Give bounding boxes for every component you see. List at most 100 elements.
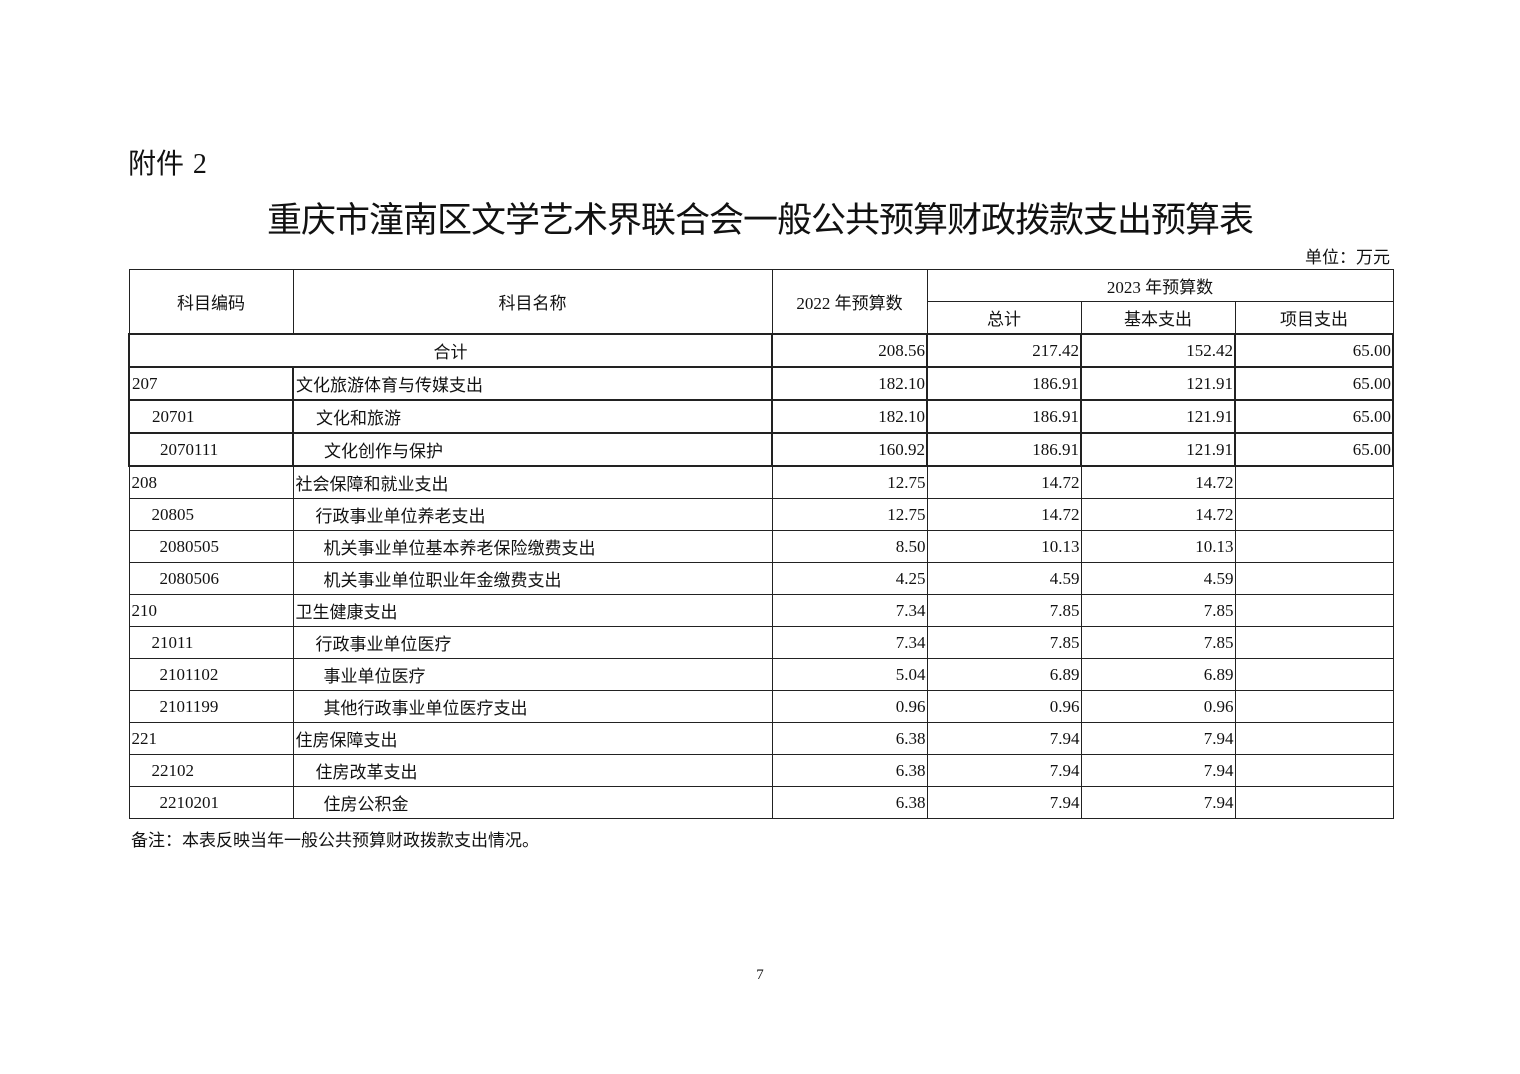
row-total: 7.85 xyxy=(926,626,1082,659)
row-project xyxy=(1234,690,1394,723)
row-code: 210 xyxy=(128,594,294,627)
attachment-text: 附件 xyxy=(128,147,185,180)
row-project: 65.00 xyxy=(1233,399,1395,434)
row-project xyxy=(1234,786,1394,819)
table-row: 2080505 机关事业单位基本养老保险缴费支出 8.50 10.13 10.13 xyxy=(128,530,1394,563)
row-basic: 0.96 xyxy=(1080,690,1236,723)
row-code: 2210201 xyxy=(128,786,294,819)
total-row: 合计 208.56 217.42 152.42 65.00 xyxy=(128,333,1395,368)
row-project xyxy=(1234,594,1394,627)
unit-label: 单位：万元 xyxy=(1305,248,1390,267)
row-budget-2022: 7.34 xyxy=(771,626,928,659)
row-basic: 10.13 xyxy=(1080,530,1236,563)
total-total: 217.42 xyxy=(926,333,1082,368)
row-total: 14.72 xyxy=(926,498,1082,531)
row-budget-2022: 182.10 xyxy=(771,399,928,434)
row-code: 2080505 xyxy=(128,530,294,563)
budget-table: 科目编码 科目名称 2022 年预算数 2023 年预算数 总计 基本支出 项目… xyxy=(128,269,1395,819)
row-budget-2022: 6.38 xyxy=(771,722,928,755)
row-project xyxy=(1234,562,1394,595)
table-row: 2080506 机关事业单位职业年金缴费支出 4.25 4.59 4.59 xyxy=(128,562,1394,595)
row-name: 其他行政事业单位医疗支出 xyxy=(292,690,773,723)
row-code: 20805 xyxy=(128,498,294,531)
row-project xyxy=(1234,530,1394,563)
row-project xyxy=(1234,498,1394,531)
attachment-number: 2 xyxy=(192,149,207,180)
row-name: 机关事业单位职业年金缴费支出 xyxy=(292,562,773,595)
total-project: 65.00 xyxy=(1233,333,1395,368)
row-total: 186.91 xyxy=(926,399,1082,434)
row-budget-2022: 7.34 xyxy=(771,594,928,627)
page-title: 重庆市潼南区文学艺术界联合会一般公共预算财政拨款支出预算表 xyxy=(266,201,1254,241)
row-code: 22102 xyxy=(128,754,294,787)
row-name: 住房公积金 xyxy=(292,786,773,819)
row-project xyxy=(1234,754,1394,787)
table-row: 207 文化旅游体育与传媒支出 182.10 186.91 121.91 65.00 xyxy=(128,366,1395,401)
header-project: 项目支出 xyxy=(1234,301,1394,335)
row-total: 186.91 xyxy=(926,432,1082,467)
row-name: 社会保障和就业支出 xyxy=(292,465,773,499)
row-total: 186.91 xyxy=(926,366,1082,401)
row-basic: 7.85 xyxy=(1080,626,1236,659)
row-name: 卫生健康支出 xyxy=(292,594,773,627)
table-row: 210 卫生健康支出 7.34 7.85 7.85 xyxy=(128,594,1394,627)
total-label: 合计 xyxy=(128,333,773,368)
page-number: 7 xyxy=(756,967,764,983)
row-code: 20701 xyxy=(128,399,294,434)
row-name: 文化创作与保护 xyxy=(292,432,773,467)
row-project xyxy=(1234,658,1394,691)
header-budget-2022: 2022 年预算数 xyxy=(771,269,928,335)
row-total: 0.96 xyxy=(926,690,1082,723)
row-budget-2022: 12.75 xyxy=(771,465,928,499)
row-name: 文化旅游体育与传媒支出 xyxy=(292,366,773,401)
table-row: 2101199 其他行政事业单位医疗支出 0.96 0.96 0.96 xyxy=(128,690,1394,723)
row-total: 6.89 xyxy=(926,658,1082,691)
table-row: 2070111 文化创作与保护 160.92 186.91 121.91 65.00 xyxy=(128,432,1395,467)
row-budget-2022: 182.10 xyxy=(771,366,928,401)
row-budget-2022: 8.50 xyxy=(771,530,928,563)
row-project xyxy=(1234,722,1394,755)
row-code: 2080506 xyxy=(128,562,294,595)
table-row: 221 住房保障支出 6.38 7.94 7.94 xyxy=(128,722,1394,755)
row-basic: 121.91 xyxy=(1080,432,1236,467)
table-note: 备注：本表反映当年一般公共预算财政拨款支出情况。 xyxy=(131,831,539,850)
table-row: 21011 行政事业单位医疗 7.34 7.85 7.85 xyxy=(128,626,1394,659)
row-basic: 14.72 xyxy=(1080,465,1236,499)
row-budget-2022: 6.38 xyxy=(771,786,928,819)
row-code: 2101102 xyxy=(128,658,294,691)
row-code: 221 xyxy=(128,722,294,755)
row-name: 事业单位医疗 xyxy=(292,658,773,691)
row-basic: 14.72 xyxy=(1080,498,1236,531)
row-budget-2022: 5.04 xyxy=(771,658,928,691)
row-name: 机关事业单位基本养老保险缴费支出 xyxy=(292,530,773,563)
row-budget-2022: 6.38 xyxy=(771,754,928,787)
header-code: 科目编码 xyxy=(128,269,294,335)
row-basic: 6.89 xyxy=(1080,658,1236,691)
row-name: 行政事业单位医疗 xyxy=(292,626,773,659)
row-basic: 121.91 xyxy=(1080,366,1236,401)
row-total: 4.59 xyxy=(926,562,1082,595)
header-total: 总计 xyxy=(926,301,1082,335)
row-total: 7.85 xyxy=(926,594,1082,627)
row-name: 住房改革支出 xyxy=(292,754,773,787)
row-project: 65.00 xyxy=(1233,366,1395,401)
row-code: 208 xyxy=(128,465,294,499)
total-basic: 152.42 xyxy=(1080,333,1236,368)
row-total: 14.72 xyxy=(926,465,1082,499)
row-basic: 7.94 xyxy=(1080,754,1236,787)
total-budget-2022: 208.56 xyxy=(771,333,928,368)
row-code: 2070111 xyxy=(128,432,294,467)
row-basic: 7.94 xyxy=(1080,722,1236,755)
row-basic: 121.91 xyxy=(1080,399,1236,434)
row-code: 2101199 xyxy=(128,690,294,723)
row-total: 10.13 xyxy=(926,530,1082,563)
attachment-label: 附件 2 xyxy=(128,142,207,182)
row-budget-2022: 160.92 xyxy=(771,432,928,467)
row-budget-2022: 12.75 xyxy=(771,498,928,531)
header-budget-2023: 2023 年预算数 xyxy=(926,269,1394,302)
table-row: 2101102 事业单位医疗 5.04 6.89 6.89 xyxy=(128,658,1394,691)
row-budget-2022: 4.25 xyxy=(771,562,928,595)
row-code: 21011 xyxy=(128,626,294,659)
row-name: 住房保障支出 xyxy=(292,722,773,755)
row-total: 7.94 xyxy=(926,722,1082,755)
